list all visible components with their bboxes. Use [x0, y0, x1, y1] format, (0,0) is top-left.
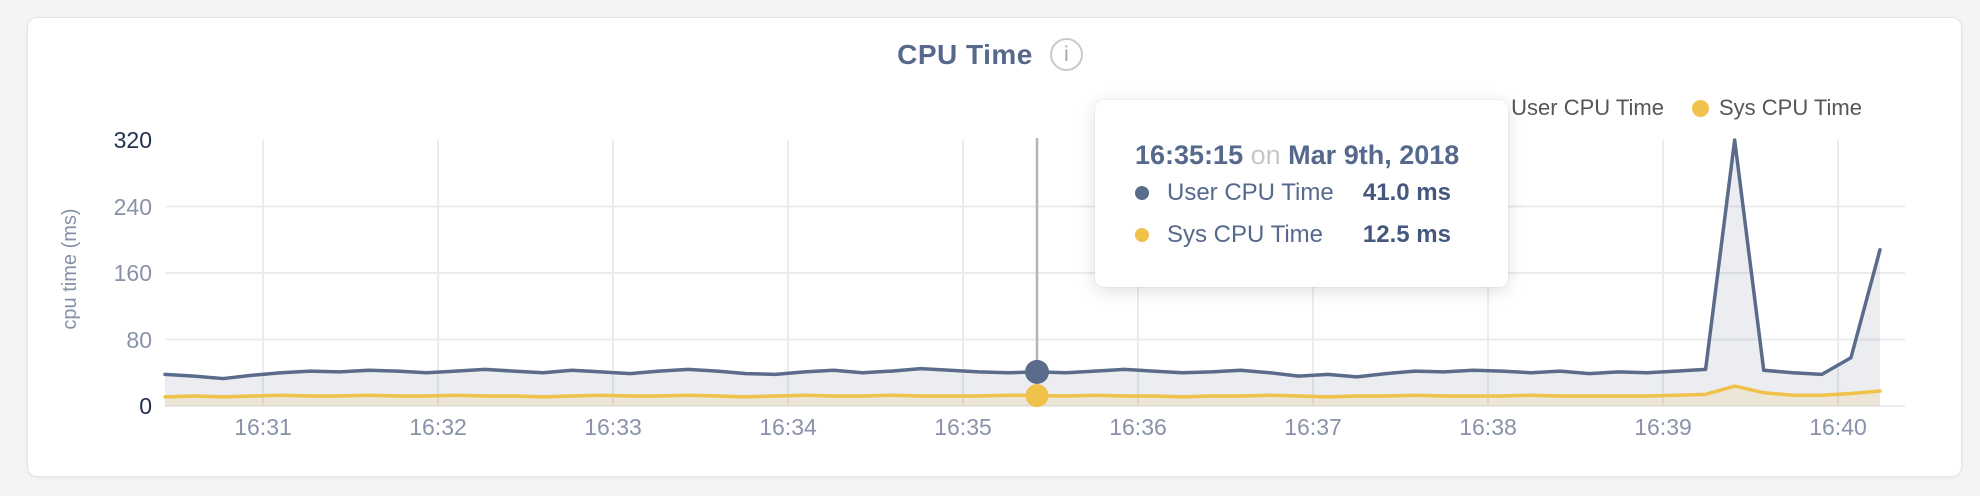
x-tick-label-16:37: 16:37 [1284, 414, 1342, 440]
chart-header: CPU Time i [0, 38, 1980, 71]
legend: User CPU Time Sys CPU Time [1484, 95, 1862, 121]
x-tick-label-16:32: 16:32 [409, 414, 467, 440]
x-tick-label-16:39: 16:39 [1634, 414, 1692, 440]
legend-label-sys: Sys CPU Time [1718, 95, 1862, 120]
x-tick-label-16:35: 16:35 [934, 414, 992, 440]
x-tick-label-16:31: 16:31 [234, 414, 292, 440]
legend-item-sys-cpu-time[interactable]: Sys CPU Time [1691, 95, 1862, 121]
tooltip-title: 16:35:15 on Mar 9th, 2018 [1135, 138, 1459, 172]
tooltip-connector: on [1250, 140, 1281, 170]
sys-cpu-line [163, 384, 1882, 399]
user-cpu-area [165, 140, 1880, 406]
tooltip-dot-user-icon [1135, 186, 1149, 200]
tooltip-row-sys: Sys CPU Time 12.5 ms [1135, 214, 1451, 256]
legend-label-user: User CPU Time [1511, 95, 1664, 120]
x-tick-label-16:40: 16:40 [1809, 414, 1867, 440]
tooltip-date: Mar 9th, 2018 [1288, 140, 1460, 170]
tooltip-value-sys: 12.5 ms [1362, 221, 1451, 248]
x-tick-label-16:33: 16:33 [584, 414, 642, 440]
hover-marker-user [1025, 359, 1050, 384]
info-icon[interactable]: i [1049, 38, 1083, 71]
y-tick-label-160: 160 [113, 260, 152, 286]
tooltip-label-user: User CPU Time [1167, 179, 1334, 206]
user-cpu-line [163, 138, 1882, 381]
tooltip-row-user: User CPU Time 41.0 ms [1135, 172, 1451, 214]
chart-tooltip: 16:35:15 on Mar 9th, 2018 User CPU Time … [1095, 100, 1508, 287]
legend-dot-sys-icon [1691, 99, 1709, 117]
hover-marker-sys [1025, 384, 1049, 408]
legend-item-user-cpu-time[interactable]: User CPU Time [1484, 95, 1664, 121]
tooltip-label-sys: Sys CPU Time [1167, 221, 1324, 248]
x-tick-label-16:38: 16:38 [1459, 414, 1517, 440]
x-tick-label-16:36: 16:36 [1109, 414, 1167, 440]
x-tick-label-16:34: 16:34 [759, 414, 817, 440]
y-tick-label-0: 0 [139, 393, 152, 419]
tooltip-value-user: 41.0 ms [1362, 179, 1451, 206]
tooltip-dot-sys-icon [1135, 228, 1149, 242]
y-tick-label-320: 320 [113, 127, 152, 153]
cpu-time-card [27, 17, 1962, 477]
tooltip-time: 16:35:15 [1135, 140, 1244, 170]
y-tick-label-240: 240 [113, 193, 152, 220]
chart-title: CPU Time [897, 38, 1033, 70]
y-tick-label-80: 80 [126, 326, 152, 353]
